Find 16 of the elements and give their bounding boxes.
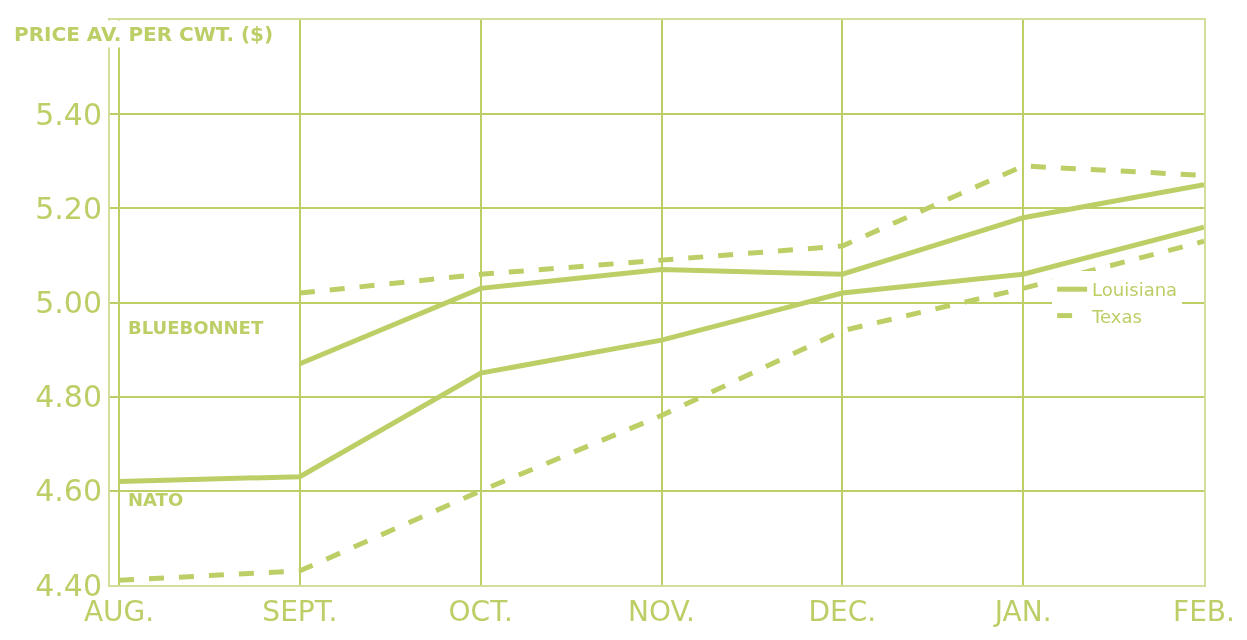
y-tick-label: 5.00 [35, 285, 102, 320]
y-axis-title: PRICE AV. PER CWT. ($) [14, 22, 274, 46]
annotation: NATO [128, 489, 184, 510]
legend-label: Louisiana [1092, 279, 1178, 301]
annotation: BLUEBONNET [128, 317, 264, 338]
x-tick-label: FEB. [1173, 594, 1235, 628]
y-tick-label: 4.60 [35, 473, 102, 509]
x-tick-label: OCT. [448, 594, 513, 628]
y-tick-label: 5.40 [35, 96, 102, 132]
x-tick-label: SEPT. [262, 594, 338, 628]
legend-label: Texas [1091, 305, 1142, 327]
y-tick-label: 5.20 [35, 190, 102, 226]
x-tick-label: JAN. [992, 594, 1052, 628]
y-tick-label: 4.80 [35, 379, 102, 415]
x-tick-label: DEC. [808, 594, 877, 628]
x-tick-label: NOV. [628, 594, 695, 628]
